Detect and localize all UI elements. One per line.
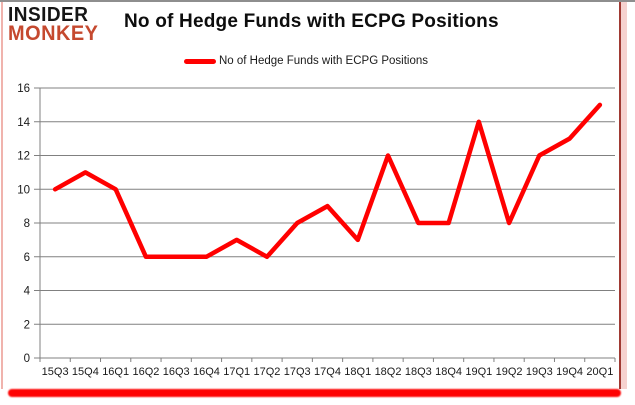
x-tick-label-16Q2: 16Q2 [132,366,159,378]
x-tick-label-16Q4: 16Q4 [193,366,220,378]
x-tick-label-15Q4: 15Q4 [72,366,99,378]
frame-right-glow [621,2,627,389]
x-tick-label-18Q4: 18Q4 [435,366,462,378]
logo-text-monkey: MONKEY [8,22,99,46]
legend-label: No of Hedge Funds with ECPG Positions [218,55,429,67]
y-tick-label-12: 12 [17,151,30,163]
x-tick-label-18Q1: 18Q1 [344,366,371,378]
x-tick-label-17Q4: 17Q4 [314,366,341,378]
frame-right-edge [619,2,621,389]
x-tick-label-20Q1: 20Q1 [586,366,613,378]
y-tick-label-16: 16 [17,83,30,95]
y-tick-label-8: 8 [24,218,30,230]
x-tick-label-16Q3: 16Q3 [163,366,190,378]
y-tick-label-4: 4 [24,286,31,298]
x-tick-label-19Q4: 19Q4 [556,366,583,378]
chart-title: No of Hedge Funds with ECPG Positions [124,11,499,32]
x-tick-label-17Q3: 17Q3 [284,366,311,378]
x-tick-label-19Q2: 19Q2 [496,366,523,378]
x-tick-label-19Q3: 19Q3 [526,366,553,378]
y-tick-label-2: 2 [24,319,30,331]
x-tick-label-17Q1: 17Q1 [223,366,250,378]
series-line [52,102,603,260]
x-tick-label-16Q1: 16Q1 [102,366,129,378]
x-tick-label-19Q1: 19Q1 [465,366,492,378]
y-tick-label-14: 14 [17,117,30,129]
x-tick-label-18Q2: 18Q2 [375,366,402,378]
frame-bottom-red-bar [8,389,621,397]
x-tick-label-17Q2: 17Q2 [254,366,281,378]
chart-legend: No of Hedge Funds with ECPG Positions [0,55,612,67]
x-tick-label-18Q3: 18Q3 [405,366,432,378]
frame-left-edge [1,2,3,389]
y-tick-label-10: 10 [17,184,30,196]
y-tick-label-6: 6 [24,252,30,264]
logo-text-insider: INSIDER [8,4,89,26]
frame-top-edge [0,0,635,2]
x-tick-label-15Q3: 15Q3 [42,366,69,378]
legend-line-icon [183,58,216,64]
insider-monkey-logo: INSIDER MONKEY [8,4,99,46]
y-tick-label-0: 0 [24,353,30,365]
